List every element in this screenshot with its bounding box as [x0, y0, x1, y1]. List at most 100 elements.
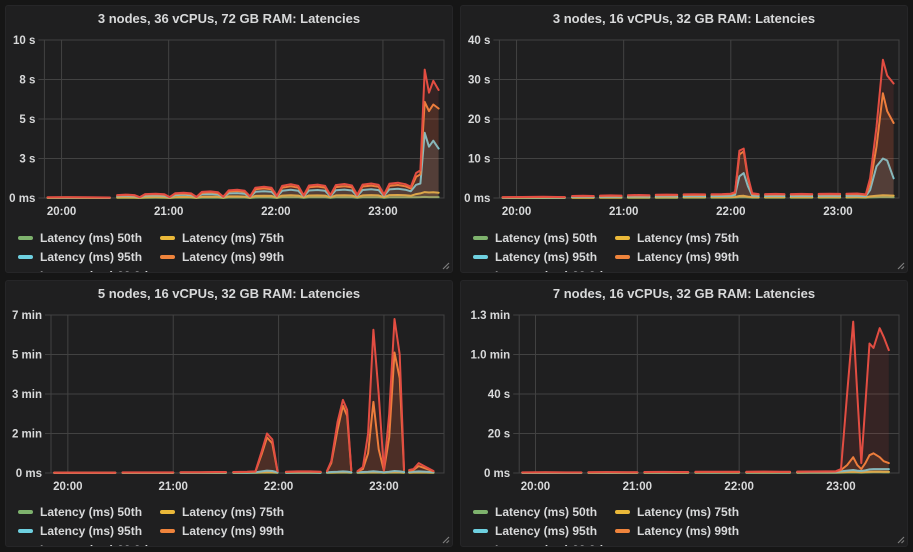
- y-tick-label: 1.3 min: [471, 310, 511, 322]
- x-tick-label: 20:00: [53, 481, 82, 493]
- legend-color-swatch-75th[interactable]: [615, 235, 631, 240]
- legend-color-swatch-95th[interactable]: [18, 529, 33, 533]
- series-line-95th: [408, 469, 435, 473]
- legend-color-swatch-95th[interactable]: [18, 254, 33, 259]
- legend-item-99th[interactable]: Latency (ms) 99th: [615, 247, 739, 266]
- legend-color-swatch-95th[interactable]: [473, 529, 488, 533]
- series-area-95th: [846, 158, 894, 198]
- legend-item-99.9th[interactable]: Latency (ms) 99.9th: [473, 541, 607, 546]
- legend-label: Latency (ms) 99.9th: [495, 543, 607, 546]
- legend-item-99.9th[interactable]: Latency (ms) 99.9th: [18, 266, 152, 272]
- legend-label: Latency (ms) 99th: [637, 524, 740, 538]
- latency-chart-7nodes-16vcpus[interactable]: 0 ms 20 s 40 s 1.0 min 1.3 min 20:00 21:00 22:0…: [461, 305, 907, 499]
- legend-item-50th[interactable]: Latency (ms) 50th: [473, 228, 597, 247]
- legend-item-95th[interactable]: Latency (ms) 95th: [473, 522, 597, 541]
- y-tick-label: 2 min: [12, 428, 42, 440]
- panel-3nodes-16vcpus-32gb: 3 nodes, 16 vCPUs, 32 GB RAM: Latencies …: [460, 5, 908, 273]
- panel-title[interactable]: 3 nodes, 36 vCPUs, 72 GB RAM: Latencies: [97, 11, 361, 26]
- legend-item-75th[interactable]: Latency (ms) 75th: [160, 503, 284, 522]
- series-area-99.9th: [711, 148, 759, 198]
- panel-resize-handle-icon[interactable]: [896, 261, 905, 270]
- panel-resize-handle-icon[interactable]: [896, 535, 905, 544]
- panel-resize-handle-icon[interactable]: [441, 261, 450, 270]
- legend-label: Latency (ms) 75th: [182, 505, 285, 519]
- legend-item-95th[interactable]: Latency (ms) 95th: [18, 522, 142, 541]
- x-tick-label: 21:00: [159, 481, 188, 493]
- y-tick-label: 0 ms: [9, 193, 35, 205]
- y-tick-label: 30 s: [468, 75, 490, 87]
- y-tick-label: 3 s: [19, 154, 35, 166]
- series-line-95th: [845, 157, 895, 198]
- series-line-99.9th: [796, 320, 890, 473]
- legend-item-75th[interactable]: Latency (ms) 75th: [615, 228, 739, 247]
- panel-7nodes-16vcpus-32gb: 7 nodes, 16 vCPUs, 32 GB RAM: Latencies …: [460, 279, 908, 547]
- legend-color-swatch-95th[interactable]: [473, 254, 488, 259]
- x-tick-label: 22:00: [716, 206, 745, 218]
- legend-label: Latency (ms) 99th: [637, 249, 740, 264]
- series-area-95th: [797, 468, 889, 473]
- series-area-95th: [117, 132, 439, 198]
- series-area-99.9th: [409, 462, 434, 473]
- legend-item-99th[interactable]: Latency (ms) 99th: [615, 522, 739, 541]
- legend-item-95th[interactable]: Latency (ms) 95th: [18, 247, 142, 266]
- legend-item-75th[interactable]: Latency (ms) 75th: [615, 503, 739, 522]
- legend-color-swatch-99th[interactable]: [615, 529, 631, 533]
- x-tick-label: 22:00: [264, 481, 293, 493]
- y-tick-label: 5 s: [19, 114, 35, 126]
- latency-chart-5nodes-16vcpus[interactable]: 0 ms 2 min 3 min 5 min 7 min 20:00 21:00 22:00 2…: [6, 305, 452, 499]
- y-tick-label: 20 s: [488, 428, 510, 440]
- legend-item-50th[interactable]: Latency (ms) 50th: [473, 503, 597, 522]
- legend-label: Latency (ms) 95th: [495, 524, 598, 538]
- legend-color-swatch-50th[interactable]: [18, 510, 33, 514]
- legend-label: Latency (ms) 99th: [182, 524, 285, 538]
- legend-item-50th[interactable]: Latency (ms) 50th: [18, 228, 142, 247]
- x-tick-label: 20:00: [521, 481, 550, 493]
- legend-item-99th[interactable]: Latency (ms) 99th: [160, 522, 284, 541]
- legend-label: Latency (ms) 99.9th: [40, 543, 152, 546]
- x-tick-label: 20:00: [47, 206, 76, 218]
- panel-title[interactable]: 5 nodes, 16 vCPUs, 32 GB RAM: Latencies: [97, 285, 361, 301]
- x-tick-label: 22:00: [261, 206, 290, 218]
- series-line-99.9th: [845, 58, 895, 196]
- y-tick-label: 40 s: [468, 35, 490, 47]
- y-tick-label: 0 ms: [484, 468, 510, 480]
- latency-chart-3nodes-16vcpus[interactable]: 0 ms 10 s 20 s 30 s 40 s 20:00 21:00 22:00 23:00: [461, 30, 907, 224]
- latency-chart-3nodes-36vcpus[interactable]: 0 ms 3 s 5 s 8 s 10 s 20:00 21:00 22:00 23:00: [6, 30, 452, 224]
- x-tick-label: 23:00: [823, 206, 852, 218]
- legend-color-swatch-75th[interactable]: [160, 510, 176, 514]
- legend-label: Latency (ms) 75th: [637, 230, 740, 245]
- legend-item-50th[interactable]: Latency (ms) 50th: [18, 503, 142, 522]
- legend-item-99th[interactable]: Latency (ms) 99th: [160, 247, 284, 266]
- panel-title[interactable]: 3 nodes, 16 vCPUs, 32 GB RAM: Latencies: [552, 11, 816, 26]
- legend-item-75th[interactable]: Latency (ms) 75th: [160, 228, 284, 247]
- legend-item-99.9th[interactable]: Latency (ms) 99.9th: [473, 266, 607, 272]
- legend-label: Latency (ms) 75th: [637, 505, 740, 519]
- panel-resize-handle-icon[interactable]: [441, 535, 450, 544]
- series-area-99.9th: [117, 69, 439, 198]
- series-area-99th: [409, 465, 434, 473]
- legend-label: Latency (ms) 99th: [182, 249, 285, 264]
- legend-item-99.9th[interactable]: Latency (ms) 99.9th: [18, 541, 152, 546]
- legend-color-swatch-99th[interactable]: [615, 254, 631, 259]
- x-tick-label: 20:00: [502, 206, 531, 218]
- legend-color-swatch-50th[interactable]: [473, 235, 488, 240]
- legend-color-swatch-50th[interactable]: [473, 510, 488, 514]
- legend-color-swatch-50th[interactable]: [18, 235, 33, 240]
- x-tick-label: 21:00: [623, 481, 652, 493]
- legend-color-swatch-99th[interactable]: [160, 254, 176, 259]
- chart-legend: Latency (ms) 50th Latency (ms) 75th Latenc…: [6, 224, 452, 272]
- legend-color-swatch-99th[interactable]: [160, 529, 176, 533]
- series-area-99.9th: [797, 321, 889, 473]
- legend-item-95th[interactable]: Latency (ms) 95th: [473, 247, 597, 266]
- legend-color-swatch-75th[interactable]: [615, 510, 631, 514]
- legend-label: Latency (ms) 50th: [495, 505, 598, 519]
- series-area-95th: [711, 173, 759, 198]
- y-tick-label: 7 min: [12, 310, 42, 322]
- series-line-99.9th: [326, 398, 353, 472]
- panel-title[interactable]: 7 nodes, 16 vCPUs, 32 GB RAM: Latencies: [552, 285, 816, 301]
- series-line-99.9th: [356, 317, 405, 472]
- legend-label: Latency (ms) 95th: [40, 524, 143, 538]
- legend-color-swatch-75th[interactable]: [160, 235, 176, 240]
- x-tick-label: 21:00: [154, 206, 183, 218]
